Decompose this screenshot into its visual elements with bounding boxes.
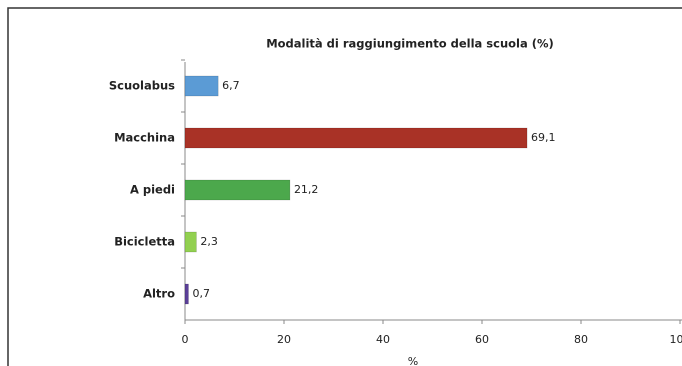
bar xyxy=(184,283,189,305)
chart-title: Modalità di raggiungimento della scuola … xyxy=(266,37,554,51)
x-axis-label: % xyxy=(408,355,418,366)
bar xyxy=(184,75,219,97)
value-label: 0,7 xyxy=(192,287,210,300)
y-tick-label: Bicicletta xyxy=(114,235,175,249)
value-label: 21,2 xyxy=(294,183,319,196)
x-tick-label: 80 xyxy=(574,333,588,346)
value-label: 6,7 xyxy=(222,79,240,92)
bar xyxy=(184,179,291,201)
value-label: 69,1 xyxy=(531,131,556,144)
chart-frame xyxy=(7,7,682,366)
x-tick-label: 20 xyxy=(277,333,291,346)
x-tick-label: 0 xyxy=(182,333,189,346)
value-label: 2,3 xyxy=(200,235,218,248)
bar xyxy=(184,127,528,149)
y-tick-label: Scuolabus xyxy=(109,79,175,93)
x-tick-label: 60 xyxy=(475,333,489,346)
y-tick-label: A piedi xyxy=(130,183,175,197)
y-tick-label: Altro xyxy=(143,287,175,301)
x-tick-label: 100 xyxy=(670,333,682,346)
bar xyxy=(184,231,197,253)
x-tick-label: 40 xyxy=(376,333,390,346)
y-tick-label: Macchina xyxy=(114,131,175,145)
